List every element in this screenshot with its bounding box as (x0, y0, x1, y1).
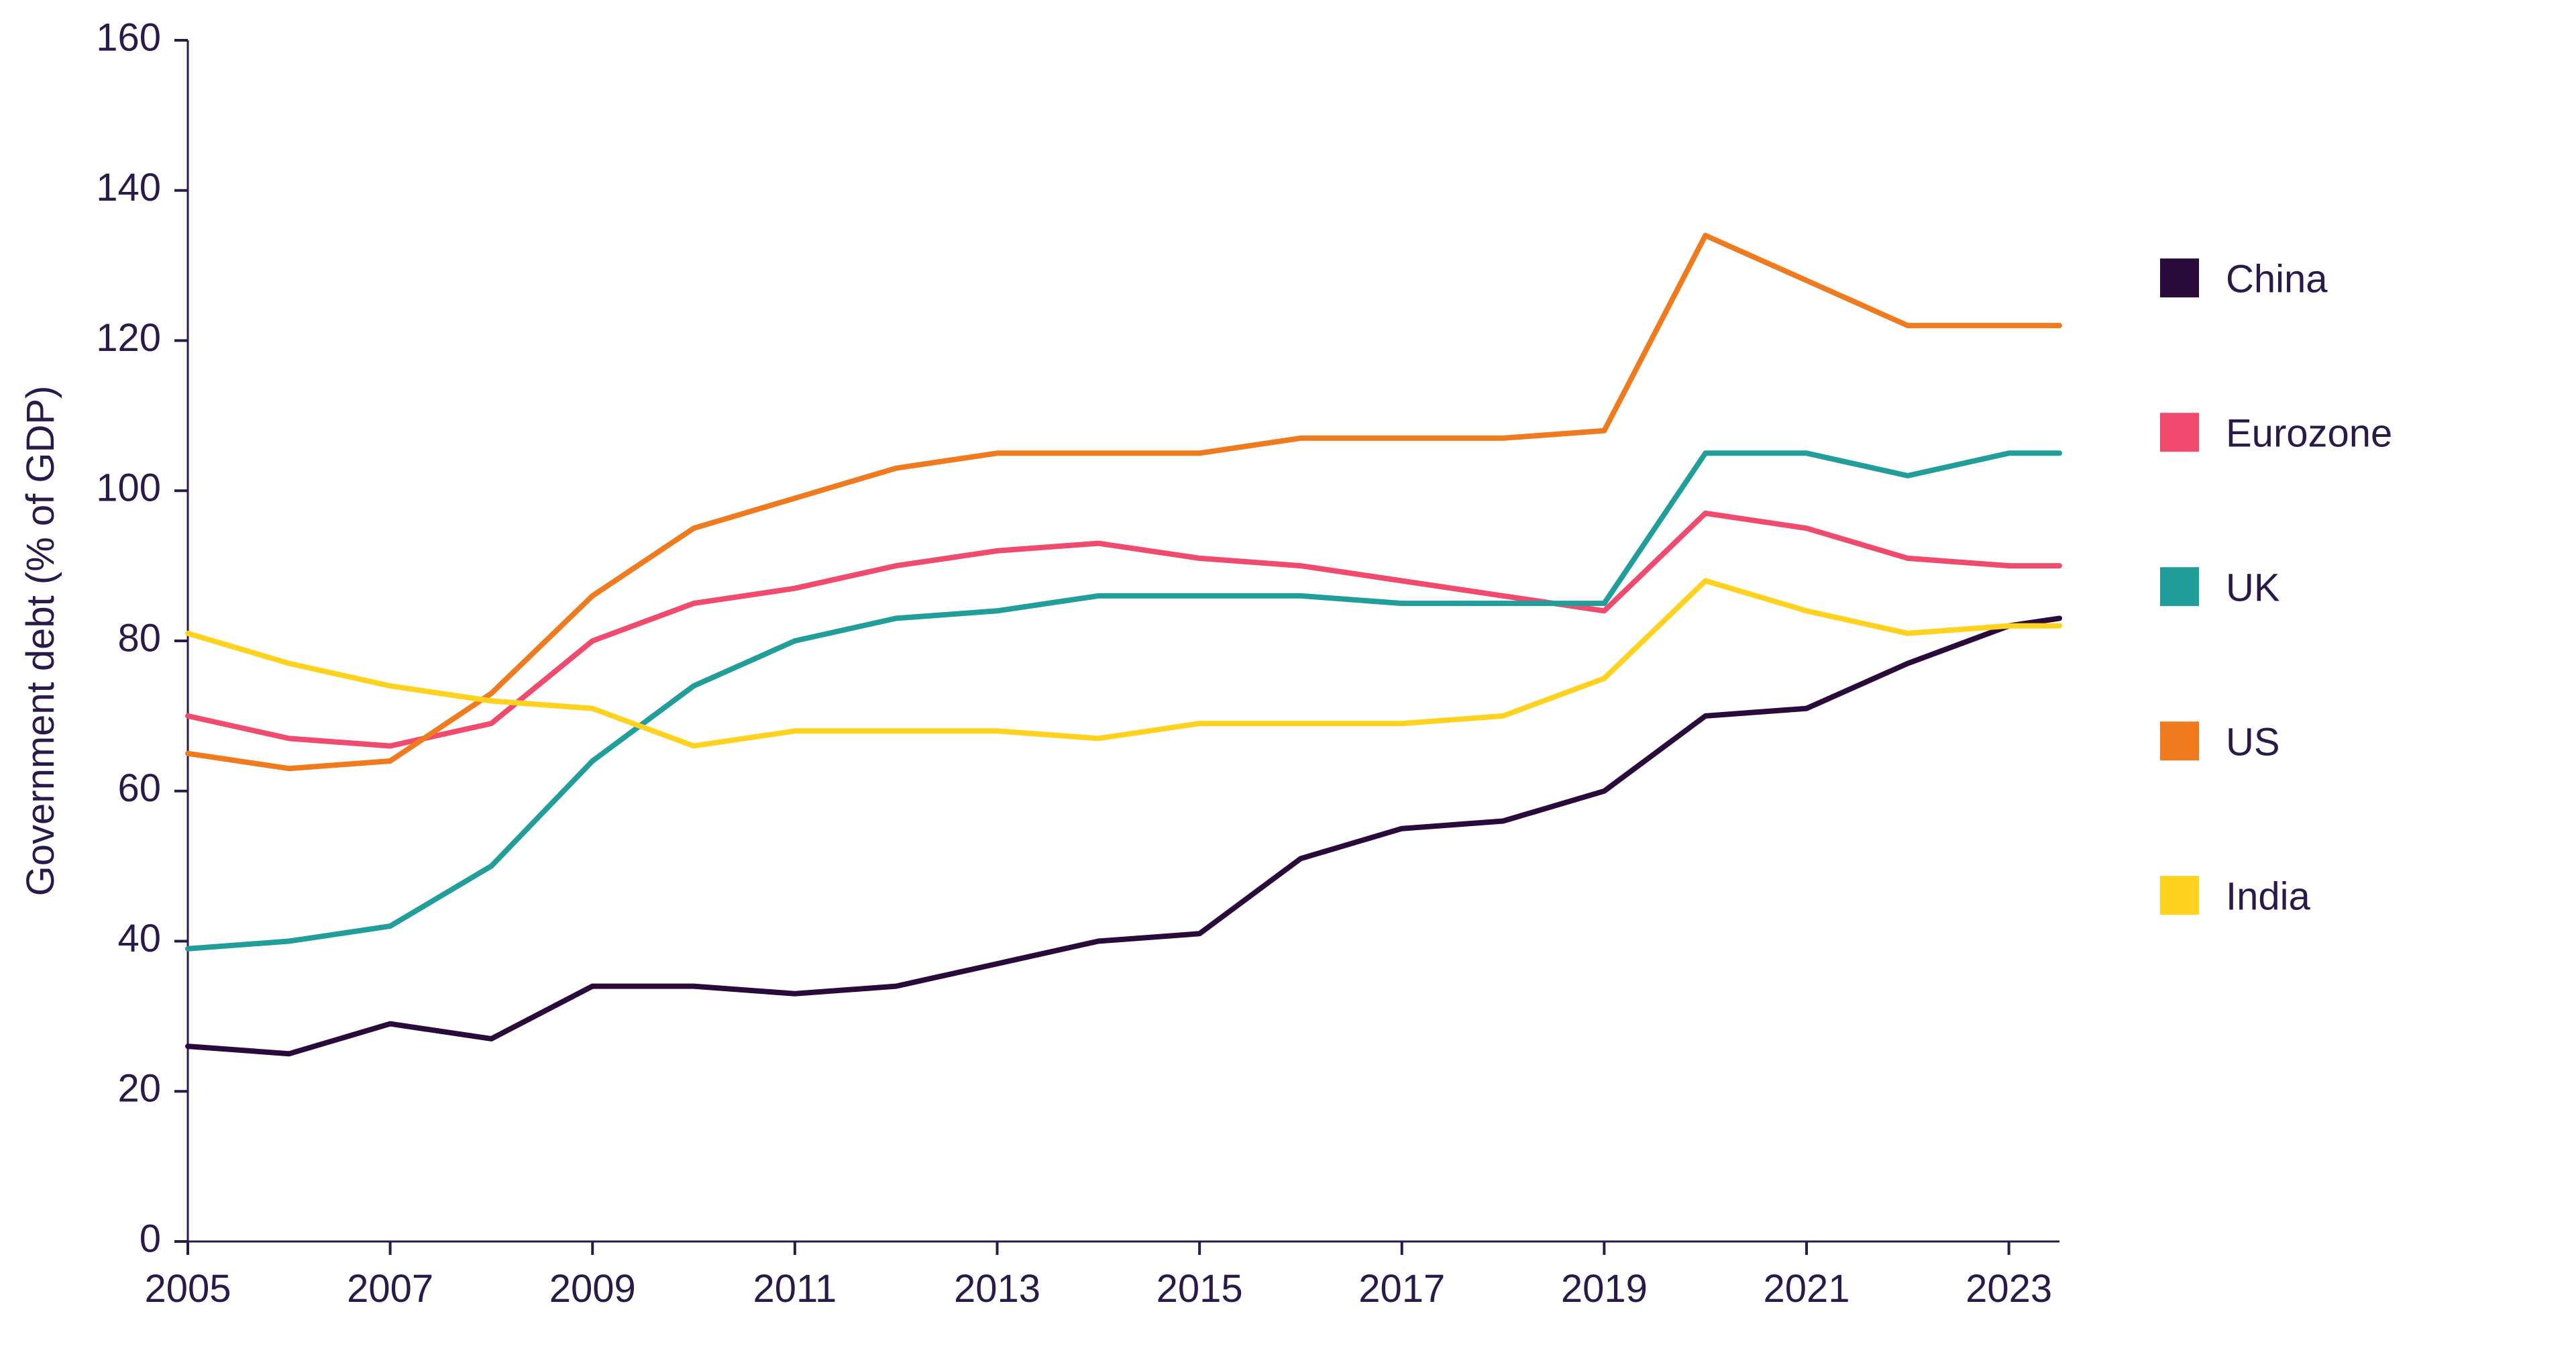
legend-swatch-china (2160, 258, 2199, 297)
y-tick-label: 120 (96, 316, 161, 360)
x-tick-label: 2005 (144, 1267, 231, 1311)
y-axis-title: Government debt (% of GDP) (19, 386, 62, 897)
x-tick-label: 2023 (1966, 1267, 2052, 1311)
x-tick-label: 2011 (753, 1267, 837, 1311)
x-tick-label: 2017 (1358, 1267, 1445, 1311)
y-tick-label: 80 (117, 616, 161, 660)
x-tick-label: 2015 (1157, 1267, 1243, 1311)
legend-label-china: China (2226, 257, 2328, 301)
y-tick-label: 60 (117, 766, 161, 810)
legend-label-india: India (2226, 874, 2311, 918)
chart-container: 0 20 40 60 80 100 120 140 160 2005 2007 2009 2011 201… (0, 0, 2576, 1371)
x-tick-label: 2013 (954, 1267, 1040, 1311)
y-tick-label: 140 (96, 166, 161, 209)
legend-swatch-india (2160, 876, 2199, 915)
legend-swatch-uk (2160, 567, 2199, 606)
y-tick-label: 20 (117, 1067, 161, 1111)
x-tick-label: 2007 (347, 1267, 433, 1311)
legend-swatch-us (2160, 721, 2199, 760)
y-tick-label: 100 (96, 466, 161, 510)
x-tick-label: 2019 (1561, 1267, 1648, 1311)
x-tick-label: 2021 (1763, 1267, 1849, 1311)
y-tick-label: 40 (117, 917, 161, 960)
legend-swatch-eurozone (2160, 413, 2199, 452)
line-chart: 0 20 40 60 80 100 120 140 160 2005 2007 2009 2011 201… (0, 0, 2576, 1371)
y-tick-label: 0 (140, 1217, 161, 1260)
legend-label-eurozone: Eurozone (2226, 411, 2392, 455)
y-tick-label: 160 (96, 15, 161, 59)
legend-label-uk: UK (2226, 566, 2280, 609)
legend-label-us: US (2226, 720, 2280, 764)
x-tick-label: 2009 (549, 1267, 636, 1311)
